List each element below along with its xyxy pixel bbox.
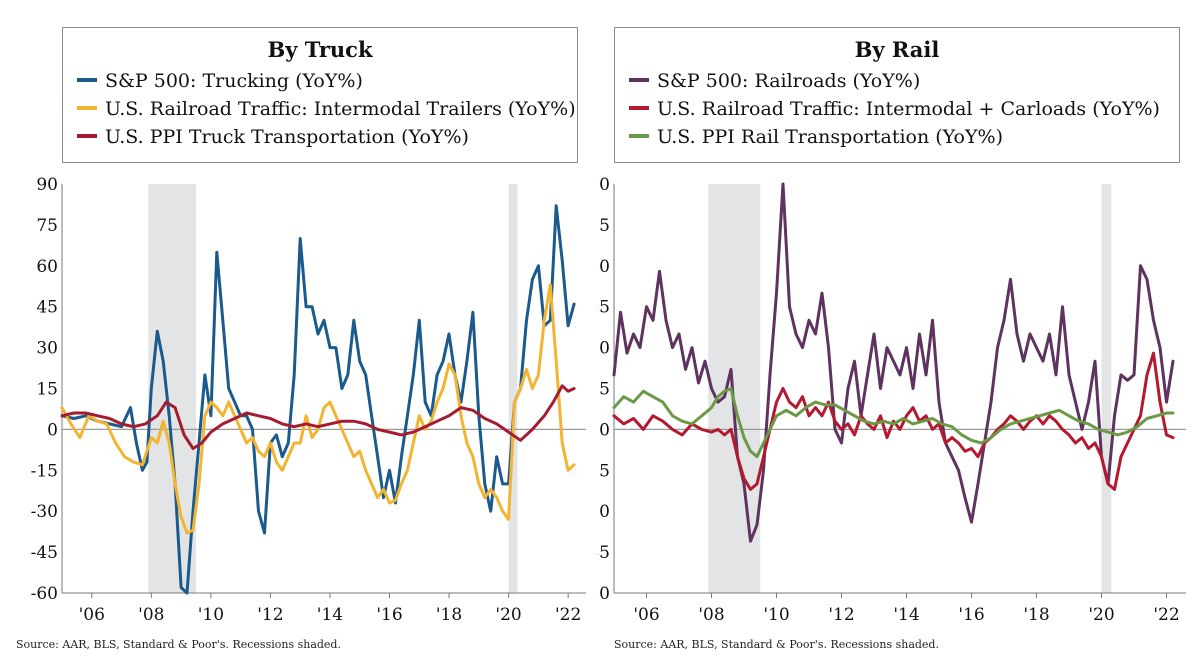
legend-swatch (629, 134, 649, 138)
y-tick-label: 90 (598, 175, 610, 195)
x-tick-label: '14 (317, 605, 343, 625)
x-tick-label: '20 (495, 605, 521, 625)
legend-swatch (629, 78, 649, 82)
y-tick-label: -45 (31, 543, 58, 563)
y-tick-label: 15 (36, 380, 58, 400)
legend-entry-ppi-rail: U.S. PPI Rail Transportation (YoY%) (629, 126, 1003, 148)
y-tick-label: -15 (598, 461, 610, 481)
y-tick-label: -45 (598, 543, 610, 563)
y-tick-label: -60 (598, 584, 610, 604)
legend-entry-railroads: S&P 500: Railroads (YoY%) (629, 70, 920, 92)
series-line-0 (612, 182, 1175, 543)
x-tick-label: '22 (555, 605, 581, 625)
source-note: Source: AAR, BLS, Standard & Poor's. Rec… (614, 638, 939, 651)
y-tick-label: 30 (36, 339, 58, 359)
legend-label: U.S. PPI Rail Transportation (YoY%) (657, 126, 1003, 148)
x-tick-label: '06 (633, 605, 659, 625)
legend-entry-ppi-truck: U.S. PPI Truck Transportation (YoY%) (77, 126, 469, 148)
x-tick-label: '12 (257, 605, 283, 625)
y-tick-label: -60 (31, 584, 58, 604)
x-tick-label: '06 (79, 605, 105, 625)
series-line-1 (612, 351, 1175, 491)
y-tick-label: 45 (36, 298, 58, 318)
y-tick-label: 0 (599, 420, 610, 440)
y-tick-label: 60 (598, 257, 610, 277)
legend-label: U.S. PPI Truck Transportation (YoY%) (105, 126, 469, 148)
legend-swatch (629, 106, 649, 110)
x-tick-label: '16 (376, 605, 402, 625)
recession-band (508, 184, 518, 593)
plot-area-by-truck: 90 75 60 45 30 15 0 -15 -30 -45 -60 '06 '08 '10 '12 '14… (31, 175, 586, 625)
x-tick-label: '08 (698, 605, 724, 625)
y-tick-label: 60 (36, 257, 58, 277)
chart-panel-by-rail: By Rail S&P 500: Railroads (YoY%) U.S. R… (598, 0, 1198, 662)
x-tick-label: '22 (1153, 605, 1179, 625)
legend-swatch (77, 78, 97, 82)
y-tick-label: 0 (47, 420, 58, 440)
y-tick-label: -15 (31, 461, 58, 481)
legend-swatch (77, 134, 97, 138)
legend-box: By Truck S&P 500: Trucking (YoY%) U.S. R… (62, 27, 578, 163)
source-note: Source: AAR, BLS, Standard & Poor's. Rec… (16, 638, 341, 651)
series-line-2 (60, 384, 576, 450)
series-line-1 (60, 283, 576, 535)
plot-area-by-rail: 90 75 60 45 30 15 0 -15 -30 -45 -60 '06 '08 '10 '12 '14… (598, 175, 1186, 625)
x-tick-label: '14 (893, 605, 919, 625)
x-tick-label: '18 (436, 605, 462, 625)
series-line-0 (60, 204, 576, 595)
y-tick-label: 15 (598, 380, 610, 400)
recession-band (148, 184, 196, 593)
legend-entry-trucking: S&P 500: Trucking (YoY%) (77, 70, 363, 92)
x-tick-label: '12 (828, 605, 854, 625)
y-tick-label: 30 (598, 339, 610, 359)
y-tick-label: -30 (598, 502, 610, 522)
chart-title: By Truck (267, 37, 373, 62)
x-tick-label: '10 (763, 605, 789, 625)
y-tick-label: -30 (31, 502, 58, 522)
legend-label: S&P 500: Trucking (YoY%) (105, 70, 363, 92)
x-tick-label: '10 (198, 605, 224, 625)
legend-label: S&P 500: Railroads (YoY%) (657, 70, 921, 92)
legend-entry-intermodal-carloads: U.S. Railroad Traffic: Intermodal + Carl… (629, 98, 1160, 120)
chart-title: By Rail (854, 37, 940, 62)
series-line-2 (612, 387, 1175, 459)
y-tick-label: 75 (598, 216, 610, 236)
legend-entry-intermodal-trailers: U.S. Railroad Traffic: Intermodal Traile… (77, 98, 576, 120)
legend-label: U.S. Railroad Traffic: Intermodal Traile… (105, 98, 576, 120)
y-tick-label: 75 (36, 216, 58, 236)
x-tick-label: '20 (1088, 605, 1114, 625)
x-tick-label: '18 (1023, 605, 1049, 625)
y-tick-label: 45 (598, 298, 610, 318)
recession-band (708, 184, 761, 593)
legend-label: U.S. Railroad Traffic: Intermodal + Carl… (657, 98, 1160, 120)
y-tick-label: 90 (36, 175, 58, 195)
chart-panel-by-truck: By Truck S&P 500: Trucking (YoY%) U.S. R… (16, 27, 586, 651)
x-tick-label: '16 (958, 605, 984, 625)
x-tick-label: '08 (138, 605, 164, 625)
recession-band (1101, 184, 1112, 593)
legend-swatch (77, 106, 97, 110)
legend-box: By Rail S&P 500: Railroads (YoY%) U.S. R… (614, 27, 1180, 163)
